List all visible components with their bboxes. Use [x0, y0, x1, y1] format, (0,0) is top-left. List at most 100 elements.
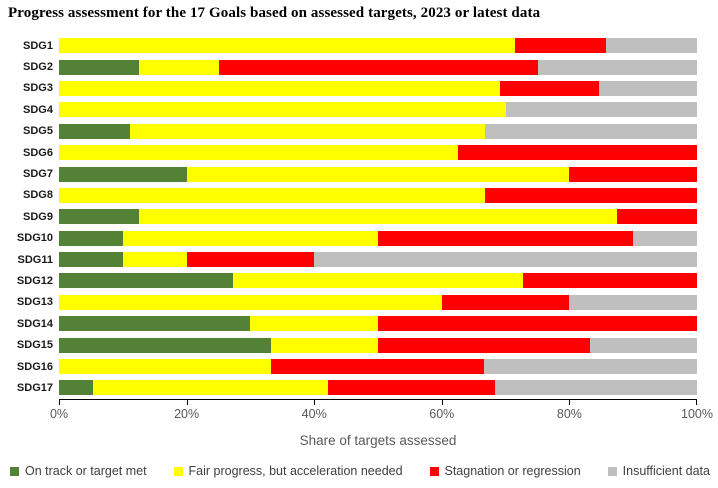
- category-label: SDG16: [16, 360, 53, 373]
- bar-segment: [59, 294, 442, 310]
- chart-title: Progress assessment for the 17 Goals bas…: [8, 5, 541, 21]
- bar-segment: [59, 38, 515, 54]
- category-label: SDG10: [16, 232, 53, 245]
- bar-track: [59, 337, 697, 353]
- bar-track: [59, 166, 697, 182]
- bar-segment: [377, 337, 591, 353]
- bar-segment: [92, 380, 328, 396]
- legend-item: Fair progress, but acceleration needed: [173, 464, 403, 478]
- bar-segment: [457, 145, 697, 161]
- category-label: SDG5: [23, 125, 53, 138]
- bar-segment: [59, 187, 485, 203]
- x-axis-tick-label: 20%: [174, 406, 200, 421]
- category-label: SDG15: [16, 339, 53, 352]
- bar-segment: [633, 230, 697, 246]
- bar-segment: [569, 166, 697, 182]
- bar-segment: [590, 337, 697, 353]
- bar-segment: [59, 145, 458, 161]
- bar-segment: [314, 252, 697, 268]
- x-axis-tick: [569, 399, 571, 405]
- bar-track: [59, 294, 697, 310]
- bar-segment: [271, 359, 484, 375]
- bar-row: SDG2: [23, 56, 697, 77]
- bar-row: SDG17: [17, 377, 697, 398]
- bar-segment: [605, 38, 697, 54]
- bar-row: SDG1: [23, 35, 697, 56]
- bar-segment: [218, 59, 538, 75]
- bar-segment: [186, 252, 315, 268]
- legend-label: On track or target met: [25, 464, 147, 478]
- bar-track: [59, 59, 697, 75]
- legend-swatch-icon: [429, 466, 439, 476]
- bar-segment: [59, 273, 234, 289]
- x-axis-tick-label: 80%: [556, 406, 582, 421]
- category-label: SDG7: [23, 168, 53, 181]
- bar-segment: [484, 123, 697, 139]
- bar-segment: [59, 252, 123, 268]
- bar-track: [59, 102, 697, 118]
- legend-item: Insufficient data: [607, 464, 710, 478]
- category-label: SDG3: [23, 82, 53, 95]
- bar-segment: [495, 380, 697, 396]
- bar-track: [59, 316, 697, 332]
- category-label: SDG13: [16, 296, 53, 309]
- bar-segment: [59, 316, 251, 332]
- bar-segment: [138, 59, 219, 75]
- x-axis-tick-label: 100%: [681, 406, 713, 421]
- category-label: SDG11: [17, 253, 53, 266]
- bar-track: [59, 80, 697, 96]
- bar-segment: [186, 166, 570, 182]
- bar-row: SDG9: [23, 206, 697, 227]
- bar-segment: [59, 359, 272, 375]
- bar-track: [59, 359, 697, 375]
- bar-segment: [377, 230, 634, 246]
- legend-label: Fair progress, but acceleration needed: [188, 464, 403, 478]
- bar-track: [59, 252, 697, 268]
- bar-segment: [59, 166, 187, 182]
- x-axis-tick: [59, 399, 60, 405]
- bar-segment: [505, 102, 697, 118]
- bar-row: SDG3: [23, 78, 697, 99]
- category-label: SDG6: [23, 146, 53, 159]
- plot-area: SDG1 SDG2 SDG3 SDG4 SDG5 SDG6 SDG7 SDG8 SDG9 SDG1…: [17, 35, 713, 421]
- x-axis-tick-label: 40%: [301, 406, 327, 421]
- bar-track: [59, 123, 697, 139]
- bar-row: SDG14: [17, 313, 697, 334]
- bar-segment: [138, 209, 618, 225]
- bar-segment: [522, 273, 697, 289]
- bar-track: [59, 209, 697, 225]
- bar-row: SDG4: [23, 99, 697, 120]
- bar-segment: [59, 209, 139, 225]
- legend-item: On track or target met: [10, 464, 147, 478]
- bar-segment: [483, 359, 697, 375]
- bar-row: SDG8: [23, 185, 697, 206]
- bar-rows: SDG1 SDG2 SDG3 SDG4 SDG5 SDG6 SDG7 SDG8 SDG9 SDG1…: [17, 35, 697, 399]
- bar-segment: [233, 273, 523, 289]
- bar-track: [59, 230, 697, 246]
- bar-segment: [537, 59, 697, 75]
- bar-row: SDG13: [17, 292, 697, 313]
- category-label: SDG1: [23, 39, 53, 52]
- bar-track: [59, 38, 697, 54]
- bar-segment: [327, 380, 496, 396]
- bar-row: SDG7: [23, 163, 697, 184]
- bar-segment: [59, 59, 139, 75]
- bar-track: [59, 145, 697, 161]
- bar-segment: [122, 252, 187, 268]
- bar-segment: [569, 294, 697, 310]
- bar-segment: [514, 38, 606, 54]
- category-label: SDG14: [16, 317, 53, 330]
- bar-segment: [59, 337, 272, 353]
- category-label: SDG8: [23, 189, 53, 202]
- bar-row: SDG5: [23, 121, 697, 142]
- category-label: SDG4: [23, 103, 53, 116]
- bar-track: [59, 380, 697, 396]
- bar-row: SDG16: [17, 356, 697, 377]
- bar-segment: [617, 209, 697, 225]
- x-axis-tick: [696, 399, 697, 405]
- bar-segment: [59, 102, 506, 118]
- bar-row: SDG12: [17, 270, 697, 291]
- bar-segment: [59, 380, 93, 396]
- legend-swatch-icon: [10, 466, 19, 476]
